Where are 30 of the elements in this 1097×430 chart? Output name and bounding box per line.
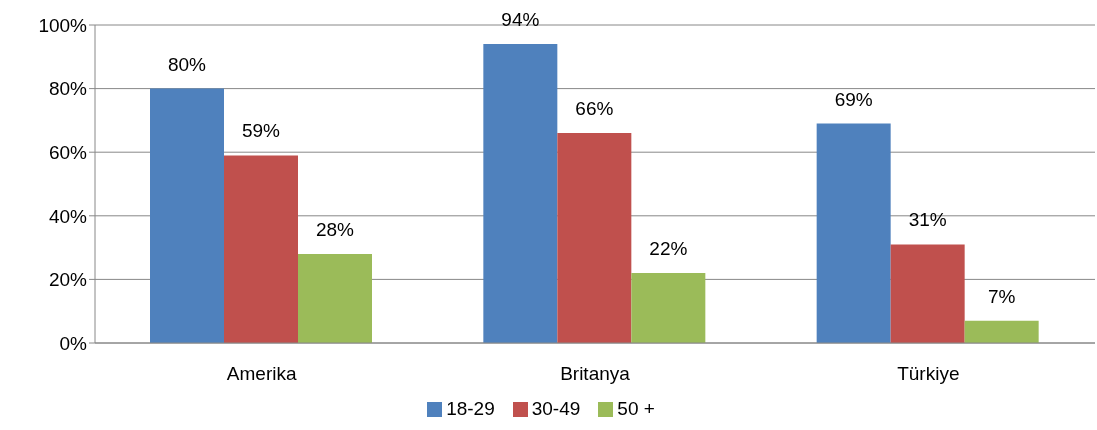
bar bbox=[298, 253, 372, 343]
bar bbox=[557, 133, 632, 343]
bar bbox=[816, 123, 891, 343]
data-label: 69% bbox=[834, 88, 873, 110]
y-tick-label: 0% bbox=[59, 332, 88, 354]
bar bbox=[483, 44, 558, 343]
y-tick-label: 20% bbox=[48, 269, 88, 291]
bar bbox=[224, 155, 298, 343]
data-label: 22% bbox=[649, 238, 688, 260]
data-label: 59% bbox=[241, 120, 281, 142]
legend-label: 30-49 bbox=[531, 398, 581, 419]
bar bbox=[150, 88, 224, 343]
bar bbox=[964, 320, 1039, 343]
data-label: 7% bbox=[987, 285, 1016, 307]
data-label: 80% bbox=[167, 53, 207, 75]
x-tick-label: Türkiye bbox=[897, 363, 960, 385]
x-tick-label: Britanya bbox=[560, 363, 631, 385]
bar bbox=[631, 273, 706, 343]
y-tick-label: 80% bbox=[48, 78, 88, 100]
y-tick-label: 60% bbox=[48, 141, 88, 163]
data-label: 94% bbox=[501, 9, 540, 31]
data-label: 28% bbox=[315, 218, 355, 240]
data-label: 66% bbox=[575, 98, 614, 120]
x-tick-label: Amerika bbox=[226, 363, 297, 385]
legend-label: 50 + bbox=[617, 398, 655, 419]
data-label: 31% bbox=[908, 209, 947, 231]
y-tick-label: 100% bbox=[38, 14, 88, 36]
bar bbox=[890, 244, 965, 343]
y-tick-label: 40% bbox=[48, 205, 88, 227]
legend-label: 18-29 bbox=[446, 398, 495, 419]
